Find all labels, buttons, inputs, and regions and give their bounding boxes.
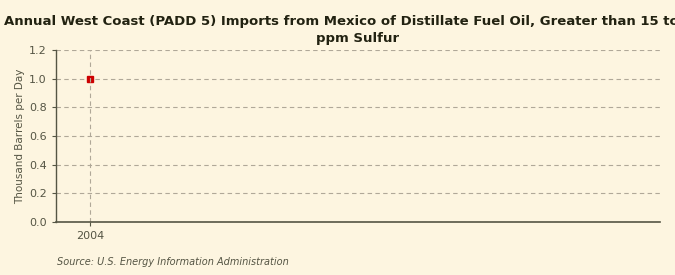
- Y-axis label: Thousand Barrels per Day: Thousand Barrels per Day: [15, 68, 25, 204]
- Text: Source: U.S. Energy Information Administration: Source: U.S. Energy Information Administ…: [57, 257, 289, 267]
- Title: Annual West Coast (PADD 5) Imports from Mexico of Distillate Fuel Oil, Greater t: Annual West Coast (PADD 5) Imports from …: [5, 15, 675, 45]
